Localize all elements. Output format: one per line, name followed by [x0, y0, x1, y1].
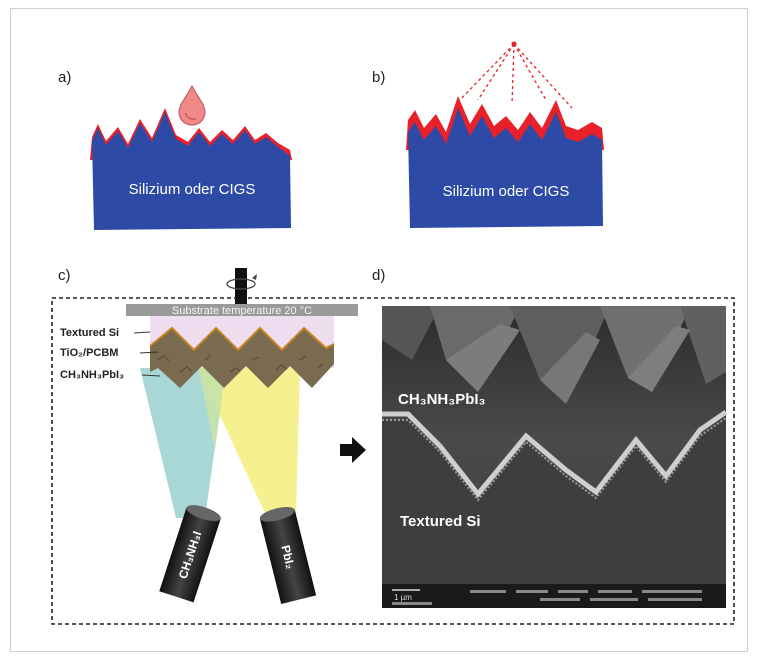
layer-label-arrows: [133, 331, 161, 377]
panel-b: b) Silizium oder CIGS: [372, 41, 604, 228]
sem-pyramids: [382, 306, 726, 404]
tio2-pcbm-layer: [149, 326, 335, 352]
substrate-label-a: Silizium oder CIGS: [129, 181, 256, 198]
source-cylinder-left: CH₃NH₃I: [159, 505, 221, 603]
panel-d-label: d): [372, 267, 385, 284]
silicon-substrate-a: [92, 112, 291, 230]
sem-info-placeholder: [392, 590, 702, 605]
substrate-label-b: Silizium oder CIGS: [443, 183, 570, 200]
evaporation-cone-left: [140, 368, 226, 518]
source-label-right: PbI₂: [278, 544, 297, 571]
layer-label-tio2-pcbm: TiO₂/PCBM: [60, 347, 118, 359]
source-cylinder-right: PbI₂: [259, 507, 317, 605]
panel-c-label: c): [58, 267, 71, 284]
perovskite-droplet-icon: [178, 84, 206, 126]
sem-label-perovskite: CH₃NH₃PbI₃: [398, 391, 486, 408]
panel-a-label: a): [58, 69, 71, 86]
substrate-temperature-label: Substrate temperature 20 °C: [172, 305, 312, 317]
textured-perovskite-film: [150, 328, 334, 388]
rotation-stage-icon: [226, 268, 257, 308]
panel-a: a) Silizium oder CIGS: [58, 69, 292, 230]
sem-label-textured-si: Textured Si: [400, 513, 481, 530]
substrate-temperature-bar: [126, 304, 358, 316]
silicon-substrate-b: [408, 108, 603, 228]
sem-info-bar: [382, 584, 726, 608]
sem-scale-label: 1 µm: [394, 593, 412, 602]
panel-d: d) CH₃NH₃PbI₃ Textured Si 1 µm: [372, 267, 728, 608]
panel-c: c) Substrate temperature 20 °C Textured …: [58, 267, 366, 605]
layer-label-perovskite: CH₃NH₃PbI₃: [60, 369, 124, 381]
light-rays: [455, 43, 573, 109]
evaporation-cone-right: [198, 368, 300, 520]
arrow-right-icon: [340, 437, 366, 463]
panel-b-label: b): [372, 69, 385, 86]
layer-label-textured-si: Textured Si: [60, 327, 119, 339]
sem-perovskite-profile: [382, 409, 728, 498]
